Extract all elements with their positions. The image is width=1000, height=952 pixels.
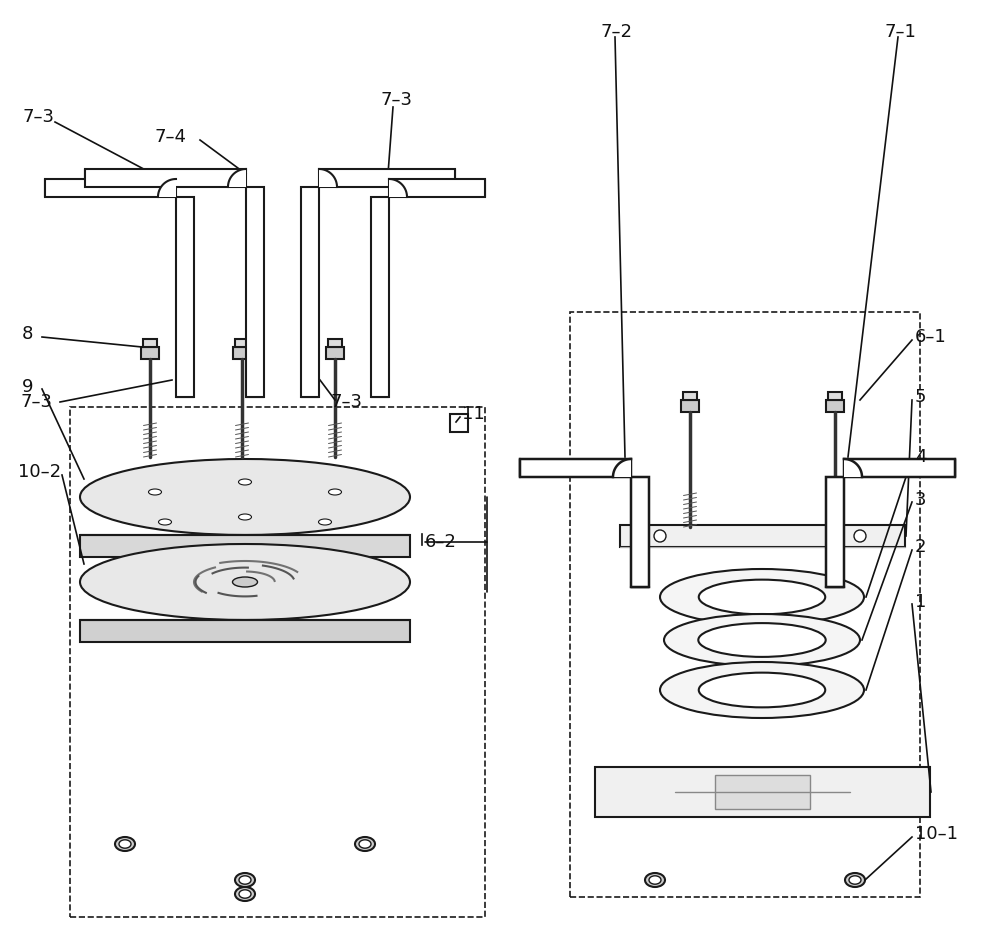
Ellipse shape (239, 890, 251, 898)
Text: 7–3: 7–3 (22, 108, 54, 126)
Bar (80, 620, 410, 642)
Ellipse shape (359, 840, 371, 848)
Ellipse shape (239, 514, 252, 520)
Ellipse shape (80, 544, 410, 620)
Bar (45, 179, 176, 197)
Bar (141, 347, 159, 359)
Bar (595, 767, 930, 817)
Ellipse shape (148, 489, 162, 495)
Polygon shape (158, 179, 176, 197)
Text: 1: 1 (915, 593, 926, 611)
Ellipse shape (660, 662, 864, 718)
Ellipse shape (654, 530, 666, 542)
Text: 3: 3 (915, 491, 926, 509)
Text: 9: 9 (22, 378, 34, 396)
Bar (683, 392, 697, 400)
Bar (570, 312, 920, 897)
Ellipse shape (235, 873, 255, 887)
Bar (246, 187, 264, 397)
Ellipse shape (649, 876, 661, 884)
Bar (450, 414, 468, 432)
Bar (681, 400, 699, 412)
Ellipse shape (318, 519, 332, 525)
Ellipse shape (80, 459, 410, 535)
Text: 4: 4 (915, 448, 926, 466)
Bar (85, 169, 246, 187)
Ellipse shape (328, 489, 342, 495)
Ellipse shape (115, 837, 135, 851)
Text: 10–2: 10–2 (18, 463, 61, 481)
Text: 6–2: 6–2 (425, 533, 457, 551)
Text: 8: 8 (22, 325, 33, 343)
Bar (328, 339, 342, 347)
Bar (233, 347, 251, 359)
Text: 7–3: 7–3 (20, 393, 52, 411)
Bar (176, 197, 194, 397)
Bar (80, 535, 410, 557)
Bar (70, 407, 485, 917)
Text: 2: 2 (915, 538, 926, 556)
Ellipse shape (645, 873, 665, 887)
Bar (301, 187, 319, 397)
Text: 7–3: 7–3 (380, 91, 412, 109)
Text: 6–1: 6–1 (915, 328, 947, 346)
Text: 7–3: 7–3 (330, 393, 362, 411)
Ellipse shape (235, 887, 255, 901)
Polygon shape (613, 459, 631, 477)
Bar (319, 169, 455, 187)
Bar (631, 477, 649, 587)
Bar (620, 525, 905, 547)
Ellipse shape (355, 837, 375, 851)
Bar (828, 392, 842, 400)
Text: 10–1: 10–1 (915, 825, 958, 843)
Polygon shape (319, 169, 337, 187)
Bar (826, 477, 844, 587)
Ellipse shape (119, 840, 131, 848)
Ellipse shape (699, 580, 825, 614)
Text: 7–4: 7–4 (155, 128, 187, 146)
Ellipse shape (660, 569, 864, 625)
Bar (520, 459, 631, 477)
Ellipse shape (849, 876, 861, 884)
Ellipse shape (698, 624, 826, 657)
Text: 7–2: 7–2 (600, 23, 632, 41)
Ellipse shape (239, 876, 251, 884)
Bar (143, 339, 157, 347)
Ellipse shape (233, 577, 258, 587)
Ellipse shape (845, 873, 865, 887)
Ellipse shape (699, 673, 825, 707)
Text: 11: 11 (462, 405, 485, 423)
Ellipse shape (664, 614, 860, 666)
Ellipse shape (158, 519, 172, 525)
Polygon shape (389, 179, 407, 197)
Bar (326, 347, 344, 359)
Polygon shape (844, 459, 862, 477)
Text: 5: 5 (915, 388, 926, 406)
Ellipse shape (854, 530, 866, 542)
Bar (715, 775, 810, 809)
Bar (826, 400, 844, 412)
Polygon shape (228, 169, 246, 187)
Bar (371, 197, 389, 397)
Text: 7–1: 7–1 (885, 23, 917, 41)
Bar (389, 179, 485, 197)
Bar (235, 339, 249, 347)
Ellipse shape (239, 479, 252, 485)
Bar (844, 459, 955, 477)
